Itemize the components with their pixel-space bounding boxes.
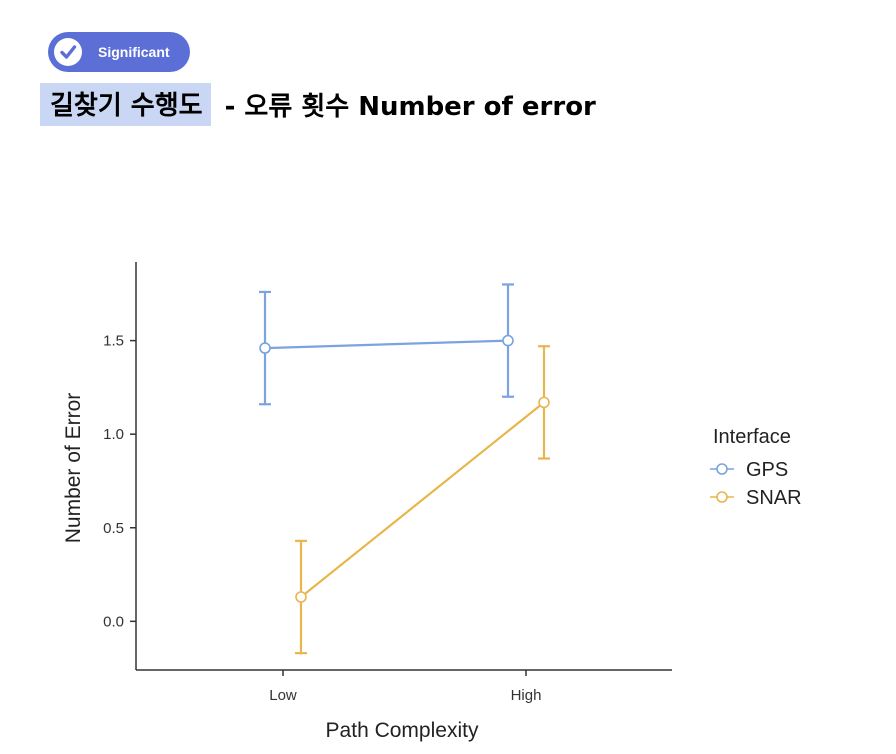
- x-tick-label-low: Low: [269, 687, 297, 704]
- legend-item-snar: SNAR: [710, 487, 802, 509]
- y-tick-label: 0.0: [103, 613, 124, 630]
- chart-axes: [135, 262, 672, 671]
- y-tick-label: 1.5: [103, 333, 124, 350]
- legend-label: GPS: [746, 459, 788, 481]
- significant-badge: Significant: [48, 32, 190, 72]
- legend-key-point: [716, 463, 728, 475]
- page-title: 길찾기 수행도 - 오류 횟수 Number of error: [40, 80, 596, 128]
- data-point: [502, 334, 514, 347]
- legend-title: Interface: [713, 426, 791, 448]
- legend-items: GPS SNAR: [710, 459, 802, 509]
- check-icon: [54, 38, 82, 66]
- legend-label: SNAR: [746, 487, 802, 509]
- data-point: [259, 342, 271, 354]
- legend-item-gps: GPS: [710, 459, 788, 481]
- y-ticks: 0.0 0.5 1.0 1.5: [103, 333, 136, 630]
- x-tick-label-high: High: [511, 687, 542, 704]
- title-rest-text: - 오류 횟수 Number of error: [224, 91, 596, 122]
- chart-series: [259, 283, 550, 655]
- title-highlighted-text: 길찾기 수행도: [40, 82, 211, 126]
- series-line-gps: [264, 339, 509, 350]
- x-axis-title: Path Complexity: [326, 719, 479, 742]
- data-point: [295, 591, 307, 603]
- y-tick-label: 0.5: [103, 520, 124, 537]
- x-ticks: Low High: [269, 670, 541, 704]
- badge-label: Significant: [98, 44, 170, 60]
- data-point: [538, 396, 550, 409]
- legend-key-point: [716, 491, 728, 503]
- y-tick-label: 1.0: [103, 426, 124, 443]
- y-axis-title: Number of Error: [62, 393, 85, 544]
- series-line-snar: [300, 401, 545, 598]
- series-gps: [259, 283, 514, 406]
- series-snar: [295, 345, 550, 655]
- chart-legend: Interface GPS SNAR: [710, 426, 802, 509]
